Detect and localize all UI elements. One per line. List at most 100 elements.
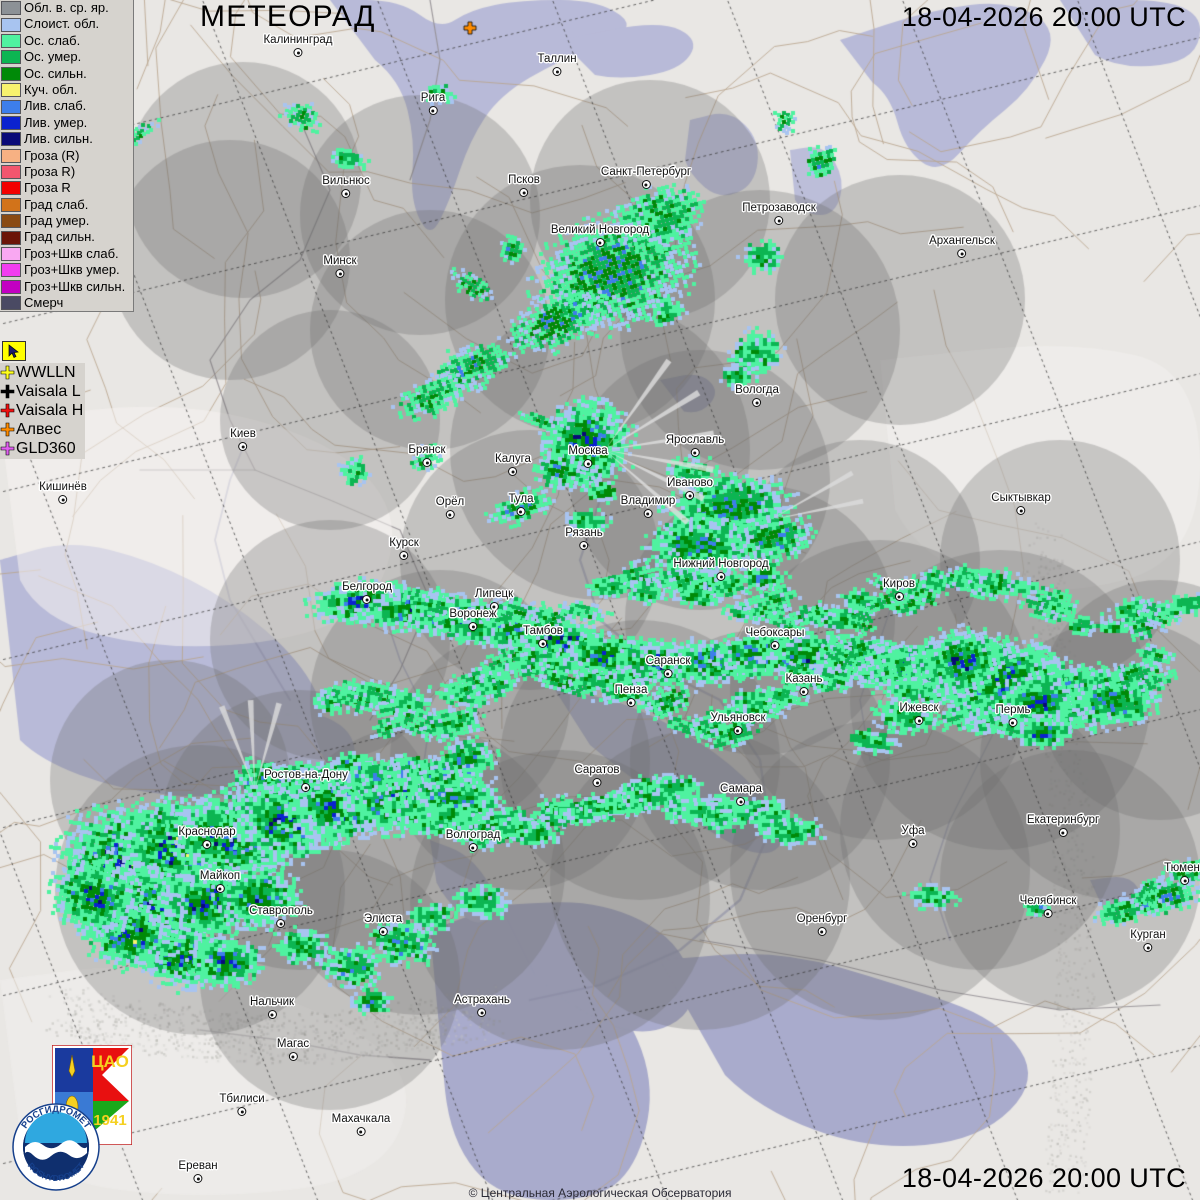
city-marker[interactable]: Уфа: [901, 825, 925, 848]
city-marker[interactable]: Казань: [786, 673, 822, 696]
city-marker[interactable]: Тамбов: [523, 625, 563, 648]
city-dot-icon: [238, 442, 248, 451]
legend-row-hail-heavy[interactable]: Град сильн.: [0, 229, 133, 245]
city-marker[interactable]: Астрахань: [454, 994, 510, 1017]
legend-row-shower-heavy[interactable]: Лив. сильн.: [0, 131, 133, 147]
city-marker[interactable]: Ереван: [178, 1160, 218, 1183]
city-marker[interactable]: Ульяновск: [711, 712, 765, 735]
city-marker[interactable]: Орёл: [436, 496, 464, 519]
city-marker[interactable]: Белгород: [342, 581, 392, 604]
city-dot-icon: [193, 1174, 203, 1183]
city-marker[interactable]: Санкт-Петербург: [601, 166, 691, 189]
city-marker[interactable]: Саратов: [574, 764, 620, 787]
city-dot-center: [598, 241, 602, 244]
city-marker[interactable]: Тбилиси: [219, 1093, 265, 1116]
city-marker[interactable]: Великий Новгород: [551, 224, 649, 247]
city-marker[interactable]: Владимир: [621, 495, 675, 518]
legend-row-thunderstorm-r[interactable]: Гроза R: [0, 180, 133, 196]
lightning-row-wwlln[interactable]: WWLLN: [0, 363, 83, 382]
city-marker[interactable]: Пермь: [996, 704, 1030, 727]
city-dot-center: [425, 461, 429, 464]
city-marker[interactable]: Курск: [389, 537, 419, 560]
legend-row-precip-light[interactable]: Ос. слаб.: [0, 33, 133, 49]
legend-row-shower-light[interactable]: Лив. слаб.: [0, 98, 133, 114]
legend-row-storm-squall-moderate[interactable]: Гроз+Шкв умер.: [0, 262, 133, 278]
legend-swatch-cumulus-cloud: [1, 83, 21, 98]
city-marker[interactable]: Ставрополь: [249, 905, 313, 928]
city-marker[interactable]: Пенза: [615, 684, 647, 707]
city-marker[interactable]: Нижний Новгород: [673, 558, 769, 581]
city-marker[interactable]: Екатеринбург: [1027, 814, 1099, 837]
legend-row-tornado[interactable]: Смерч: [0, 295, 133, 311]
legend-row-stratus-cloud[interactable]: Слоист. обл.: [0, 16, 133, 32]
city-label: Ростов-на-Дону: [264, 769, 348, 781]
legend-row-cumulus-cloud[interactable]: Куч. обл.: [0, 82, 133, 98]
city-marker[interactable]: Иваново: [667, 477, 713, 500]
city-marker[interactable]: Киев: [230, 428, 256, 451]
city-dot-icon: [399, 551, 409, 560]
legend-row-hail-light[interactable]: Град слаб.: [0, 197, 133, 213]
legend-row-precip-moderate[interactable]: Ос. умер.: [0, 49, 133, 65]
city-marker[interactable]: Курган: [1130, 929, 1166, 952]
city-dot-icon: [817, 927, 827, 936]
legend-row-thunderstorm-r-half[interactable]: Гроза R): [0, 164, 133, 180]
city-marker[interactable]: Вологда: [735, 384, 779, 407]
legend-row-thunderstorm-r-paren[interactable]: Гроза (R): [0, 148, 133, 164]
legend-swatch-stratus-cloud: [1, 17, 21, 32]
city-marker[interactable]: Минск: [323, 255, 357, 278]
city-marker[interactable]: Самара: [720, 783, 762, 806]
lightning-row-vaisala-h[interactable]: Vaisala H: [0, 401, 83, 420]
city-marker[interactable]: Оренбург: [797, 913, 847, 936]
city-marker[interactable]: Саранск: [646, 655, 690, 678]
city-marker[interactable]: Ростов-на-Дону: [264, 769, 348, 792]
legend-row-precip-heavy[interactable]: Ос. сильн.: [0, 66, 133, 82]
city-marker[interactable]: Калининград: [263, 34, 333, 57]
city-marker[interactable]: Тюмень: [1164, 862, 1200, 885]
legend-label-precip-light: Ос. слаб.: [24, 32, 81, 48]
lightning-cross-icon-vaisala-l: [0, 384, 15, 399]
city-marker[interactable]: Тула: [509, 493, 533, 516]
legend-row-cloud-mid-upper[interactable]: Обл. в. ср. яр.: [0, 0, 133, 16]
cursor-arrow-icon: [8, 343, 19, 358]
city-marker[interactable]: Ярославль: [666, 434, 724, 457]
legend-row-shower-moderate[interactable]: Лив. умер.: [0, 115, 133, 131]
city-marker[interactable]: Ижевск: [899, 702, 939, 725]
city-marker[interactable]: Кишинёв: [39, 481, 87, 504]
city-marker[interactable]: Чебоксары: [746, 627, 804, 650]
city-marker[interactable]: Нальчик: [250, 996, 294, 1019]
city-marker[interactable]: Липецк: [475, 588, 513, 611]
city-marker[interactable]: Майкоп: [200, 870, 240, 893]
cursor-tool-button[interactable]: [2, 341, 26, 361]
city-marker[interactable]: Волгоград: [446, 829, 500, 852]
city-marker[interactable]: Магас: [277, 1038, 309, 1061]
legend-row-hail-moderate[interactable]: Град умер.: [0, 213, 133, 229]
lightning-row-vaisala-l[interactable]: Vaisala L: [0, 382, 83, 401]
city-marker[interactable]: Петрозаводск: [742, 202, 816, 225]
city-marker[interactable]: Махачкала: [332, 1113, 390, 1136]
city-marker[interactable]: Рязань: [565, 527, 603, 550]
city-dot-center: [61, 498, 65, 501]
city-marker[interactable]: Краснодар: [178, 826, 236, 849]
lightning-row-alves[interactable]: Алвес: [0, 420, 83, 439]
city-marker[interactable]: Таллин: [537, 53, 577, 76]
city-label: Вильнюс: [322, 175, 370, 187]
city-marker[interactable]: Воронеж: [449, 608, 497, 631]
legend-row-storm-squall-light[interactable]: Гроз+Шкв слаб.: [0, 246, 133, 262]
city-marker[interactable]: Брянск: [408, 444, 446, 467]
city-marker[interactable]: Вильнюс: [322, 175, 370, 198]
city-marker[interactable]: Москва: [568, 445, 608, 468]
city-marker[interactable]: Рига: [421, 92, 445, 115]
city-marker[interactable]: Элиста: [364, 913, 402, 936]
legend-row-storm-squall-heavy[interactable]: Гроз+Шкв сильн.: [0, 279, 133, 295]
city-label: Самара: [720, 783, 762, 795]
city-marker[interactable]: Архангельск: [929, 235, 995, 258]
city-marker[interactable]: Псков: [508, 174, 540, 197]
city-marker[interactable]: Киров: [883, 578, 915, 601]
city-marker[interactable]: Калуга: [495, 453, 531, 476]
lightning-row-gld360[interactable]: GLD360: [0, 439, 83, 458]
city-marker[interactable]: Сыктывкар: [991, 492, 1051, 515]
city-label: Липецк: [474, 588, 514, 600]
lightning-label-wwlln: WWLLN: [16, 363, 76, 381]
city-marker[interactable]: Челябинск: [1020, 895, 1076, 918]
city-dot-center: [644, 183, 648, 186]
